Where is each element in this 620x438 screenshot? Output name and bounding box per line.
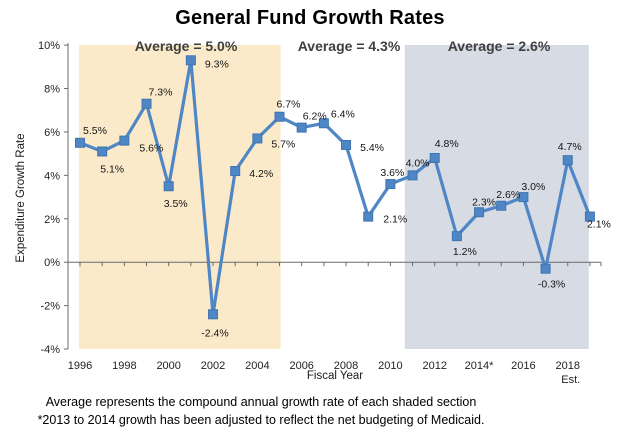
y-tick-label: 0% [44, 257, 60, 269]
data-point-2011 [407, 170, 418, 181]
data-label-2006: 6.2% [303, 111, 327, 123]
data-point-2018 [562, 155, 573, 166]
data-point-1996 [75, 137, 85, 148]
y-tick-label: 6% [44, 127, 60, 139]
x-tick-label: 2000 [156, 360, 180, 372]
data-point-2004 [252, 133, 263, 144]
data-point-2016 [518, 192, 529, 203]
data-label-2012: 4.8% [435, 138, 459, 150]
data-label-2018: 4.7% [558, 141, 582, 153]
data-point-2010 [385, 179, 396, 190]
data-label-1998: 5.6% [139, 143, 163, 155]
shaded-region-2 [404, 45, 589, 349]
x-tick-label: 2016 [511, 360, 535, 372]
data-label-2001: 9.3% [205, 58, 229, 70]
data-point-2001 [185, 55, 196, 66]
x-tick-label: 2012 [422, 360, 446, 372]
data-label-2013: 1.2% [453, 246, 477, 258]
data-point-2014 [474, 207, 485, 218]
y-axis-title: Expenditure Growth Rate [15, 133, 27, 263]
x-tick-label: 2008 [334, 360, 358, 372]
data-point-2000 [163, 181, 174, 192]
data-label-2009: 2.1% [383, 214, 407, 226]
data-label-2004: 5.7% [271, 138, 295, 150]
x-tick-label: 2002 [201, 360, 225, 372]
data-point-2012 [429, 152, 440, 163]
data-point-2006 [296, 122, 307, 133]
data-point-2007 [318, 118, 329, 129]
shaded-region-1 [78, 45, 281, 349]
x-axis-title: Fiscal Year [306, 370, 364, 382]
data-point-2008 [341, 139, 352, 150]
data-label-2002: -2.4% [201, 327, 228, 339]
data-point-2009 [363, 211, 374, 222]
data-point-1998 [119, 135, 130, 146]
data-label-1997: 5.1% [100, 163, 124, 175]
data-label-2017: -0.3% [538, 279, 565, 291]
data-point-1997 [97, 146, 108, 157]
y-tick-label: 8% [44, 84, 60, 96]
data-point-2005 [274, 111, 285, 122]
x-tick-label: 2014* [465, 360, 494, 372]
y-tick-label: 4% [44, 170, 60, 182]
footnote-line-1: Average represents the compound annual g… [45, 395, 477, 409]
data-point-2013 [451, 231, 462, 242]
data-point-2015 [496, 200, 507, 211]
x-tick-sublabel: Est. [561, 374, 580, 386]
data-point-1999 [141, 98, 152, 109]
average-annotation-1: Average = 5.0% [134, 38, 238, 54]
x-tick-label: 2004 [245, 360, 269, 372]
average-annotation-3: Average = 2.6% [447, 38, 551, 54]
chart-footnotes: Average represents the compound annual g… [38, 394, 485, 429]
data-point-2003 [230, 166, 241, 177]
y-tick-label: -4% [40, 344, 60, 356]
data-point-2002 [208, 309, 219, 320]
data-label-2005: 6.7% [277, 99, 301, 111]
data-label-1996: 5.5% [83, 125, 107, 137]
x-tick-label: 2010 [378, 360, 402, 372]
data-point-2017 [540, 263, 551, 274]
data-label-2011: 4.0% [406, 157, 430, 169]
y-tick-label: 10% [38, 40, 60, 52]
average-annotation-2: Average = 4.3% [297, 38, 401, 54]
data-label-2016: 3.0% [521, 181, 545, 193]
data-label-2008: 5.4% [360, 142, 384, 154]
chart-title: General Fund Growth Rates [175, 7, 445, 29]
data-label-2010: 3.6% [380, 167, 404, 179]
footnote-line-2: *2013 to 2014 growth has been adjusted t… [37, 412, 485, 427]
data-label-2014: 2.3% [472, 196, 496, 208]
x-tick-label: 1996 [68, 360, 92, 372]
data-label-2000: 3.5% [164, 198, 188, 210]
data-label-2003: 4.2% [249, 168, 273, 180]
data-label-2007: 6.4% [331, 108, 355, 120]
data-label-1999: 7.3% [149, 87, 173, 99]
y-tick-label: -2% [40, 301, 60, 313]
data-label-2015: 2.6% [496, 189, 520, 201]
data-label-2019: 2.1% [587, 219, 611, 231]
y-tick-label: 2% [44, 214, 60, 226]
x-tick-label: 2006 [289, 360, 313, 372]
x-tick-label: 2018 [555, 360, 579, 372]
x-tick-label: 1998 [112, 360, 136, 372]
data-point-2019 [584, 211, 595, 222]
